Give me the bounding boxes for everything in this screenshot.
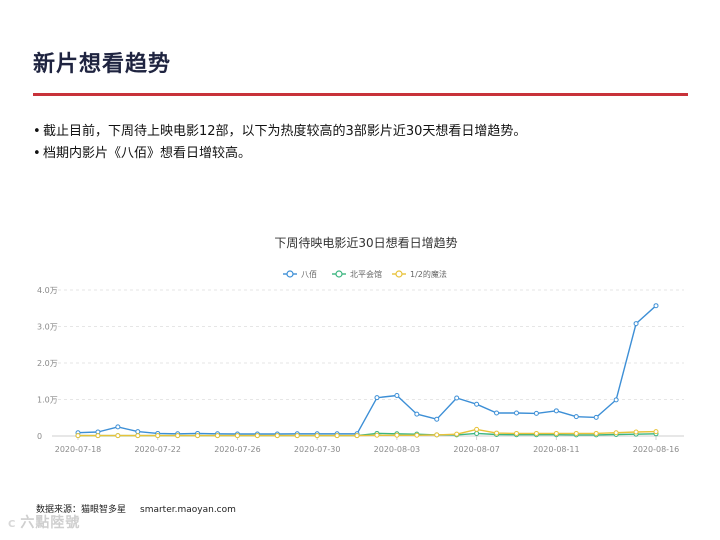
- data-point[interactable]: [474, 401, 480, 407]
- legend-swatch-marker: [395, 270, 403, 278]
- bullet-item: • 档期内影片《八佰》想看日增较高。: [33, 143, 526, 165]
- data-point[interactable]: [553, 408, 559, 414]
- x-tick-label: 2020-07-18: [55, 445, 102, 454]
- data-point[interactable]: [334, 433, 340, 439]
- legend-item[interactable]: 北平会馆: [332, 269, 382, 279]
- legend-swatch-marker: [286, 270, 294, 278]
- x-tick-label: 2020-07-26: [214, 445, 261, 454]
- trend-line-chart: 下周待映电影近30日想看日增趋势 八佰 北平会馆 1/2的魔法 0 1.0万 2.0万 3…: [37, 235, 684, 454]
- data-point[interactable]: [354, 433, 360, 439]
- data-point[interactable]: [553, 430, 559, 436]
- source-label: 数据来源：猫眼智多星: [36, 505, 127, 515]
- source-url: smarter.maoyan.com: [140, 505, 236, 515]
- legend-item[interactable]: 八佰: [283, 269, 317, 279]
- y-tick-label: 3.0万: [37, 323, 58, 332]
- data-point[interactable]: [394, 392, 400, 398]
- data-point[interactable]: [474, 430, 480, 436]
- data-point[interactable]: [533, 430, 539, 436]
- data-point[interactable]: [573, 414, 579, 420]
- data-point[interactable]: [653, 303, 659, 309]
- data-point[interactable]: [135, 429, 141, 435]
- y-tick-label: 0: [37, 432, 42, 441]
- data-point[interactable]: [234, 433, 240, 439]
- legend-item[interactable]: 1/2的魔法: [392, 269, 447, 279]
- data-point[interactable]: [254, 433, 260, 439]
- x-axis: 2020-07-18 2020-07-22 2020-07-26 2020-07-30…: [55, 436, 680, 454]
- data-point[interactable]: [593, 414, 599, 420]
- bullet-dot: •: [33, 146, 41, 161]
- data-source: 数据来源：猫眼智多星 smarter.maoyan.com: [36, 502, 250, 515]
- data-point[interactable]: [454, 395, 460, 401]
- bullet-list: • 截止目前，下周待上映电影12部，以下为热度较高的3部影片近30天想看日增趋势。…: [33, 121, 526, 165]
- x-tick-label: 2020-08-03: [374, 445, 421, 454]
- bullet-item: • 截止目前，下周待上映电影12部，以下为热度较高的3部影片近30天想看日增趋势。: [33, 121, 526, 143]
- y-axis: 0 1.0万 2.0万 3.0万 4.0万: [37, 286, 58, 441]
- bullet-text: 档期内影片《八佰》想看日增较高。: [43, 146, 252, 161]
- series-3: [75, 426, 659, 439]
- data-point[interactable]: [115, 433, 121, 439]
- chart-title: 下周待映电影近30日想看日增趋势: [274, 235, 457, 250]
- data-point[interactable]: [533, 410, 539, 416]
- chart-legend: 八佰 北平会馆 1/2的魔法: [283, 269, 447, 279]
- series-line: [77, 305, 657, 435]
- data-point[interactable]: [613, 397, 619, 403]
- data-point[interactable]: [494, 410, 500, 416]
- x-tick-label: 2020-07-22: [134, 445, 181, 454]
- page-title: 新片想看趋势: [33, 52, 172, 77]
- bullet-text: 截止目前，下周待上映电影12部，以下为热度较高的3部影片近30天想看日增趋势。: [43, 124, 527, 139]
- x-tick-label: 2020-08-11: [533, 445, 580, 454]
- data-point[interactable]: [513, 410, 519, 416]
- data-point[interactable]: [593, 430, 599, 436]
- data-point[interactable]: [414, 411, 420, 417]
- series-line: [78, 428, 657, 437]
- chart-series: [75, 303, 659, 439]
- data-point[interactable]: [434, 432, 440, 438]
- data-point[interactable]: [115, 424, 121, 430]
- data-point[interactable]: [613, 430, 619, 436]
- legend-label: 北平会馆: [350, 269, 382, 279]
- data-point[interactable]: [633, 429, 639, 435]
- legend-swatch-marker: [335, 270, 343, 278]
- y-tick-label: 2.0万: [37, 359, 58, 368]
- data-point[interactable]: [633, 321, 639, 327]
- y-tick-label: 1.0万: [37, 396, 58, 405]
- data-point[interactable]: [513, 430, 519, 436]
- data-point[interactable]: [454, 431, 460, 437]
- title-divider: [33, 93, 688, 96]
- data-point[interactable]: [95, 433, 101, 439]
- data-point[interactable]: [374, 432, 380, 438]
- data-point[interactable]: [274, 433, 280, 439]
- data-point[interactable]: [394, 432, 400, 438]
- data-point[interactable]: [155, 433, 161, 439]
- series-1: [75, 303, 659, 437]
- watermark-logo-icon: C: [8, 519, 17, 530]
- data-point[interactable]: [75, 433, 81, 439]
- data-point[interactable]: [573, 430, 579, 436]
- data-point[interactable]: [175, 433, 181, 439]
- data-point[interactable]: [294, 433, 300, 439]
- x-tick-label: 2020-08-16: [633, 445, 680, 454]
- data-point[interactable]: [135, 433, 141, 439]
- series-2: [75, 430, 659, 439]
- data-point[interactable]: [434, 416, 440, 422]
- data-point[interactable]: [374, 395, 380, 401]
- x-tick-label: 2020-07-30: [294, 445, 341, 454]
- bullet-dot: •: [33, 124, 41, 139]
- data-point[interactable]: [653, 429, 659, 435]
- legend-label: 八佰: [301, 269, 317, 279]
- data-point[interactable]: [314, 433, 320, 439]
- x-tick-label: 2020-08-07: [453, 445, 500, 454]
- legend-label: 1/2的魔法: [410, 269, 447, 279]
- data-point[interactable]: [195, 433, 201, 439]
- data-point[interactable]: [215, 433, 221, 439]
- data-point[interactable]: [414, 432, 420, 438]
- y-tick-label: 4.0万: [37, 286, 58, 295]
- watermark-text: 六點陸號: [20, 515, 81, 531]
- data-point[interactable]: [474, 426, 480, 432]
- data-point[interactable]: [494, 430, 500, 436]
- watermark: C 六點陸號: [8, 512, 80, 532]
